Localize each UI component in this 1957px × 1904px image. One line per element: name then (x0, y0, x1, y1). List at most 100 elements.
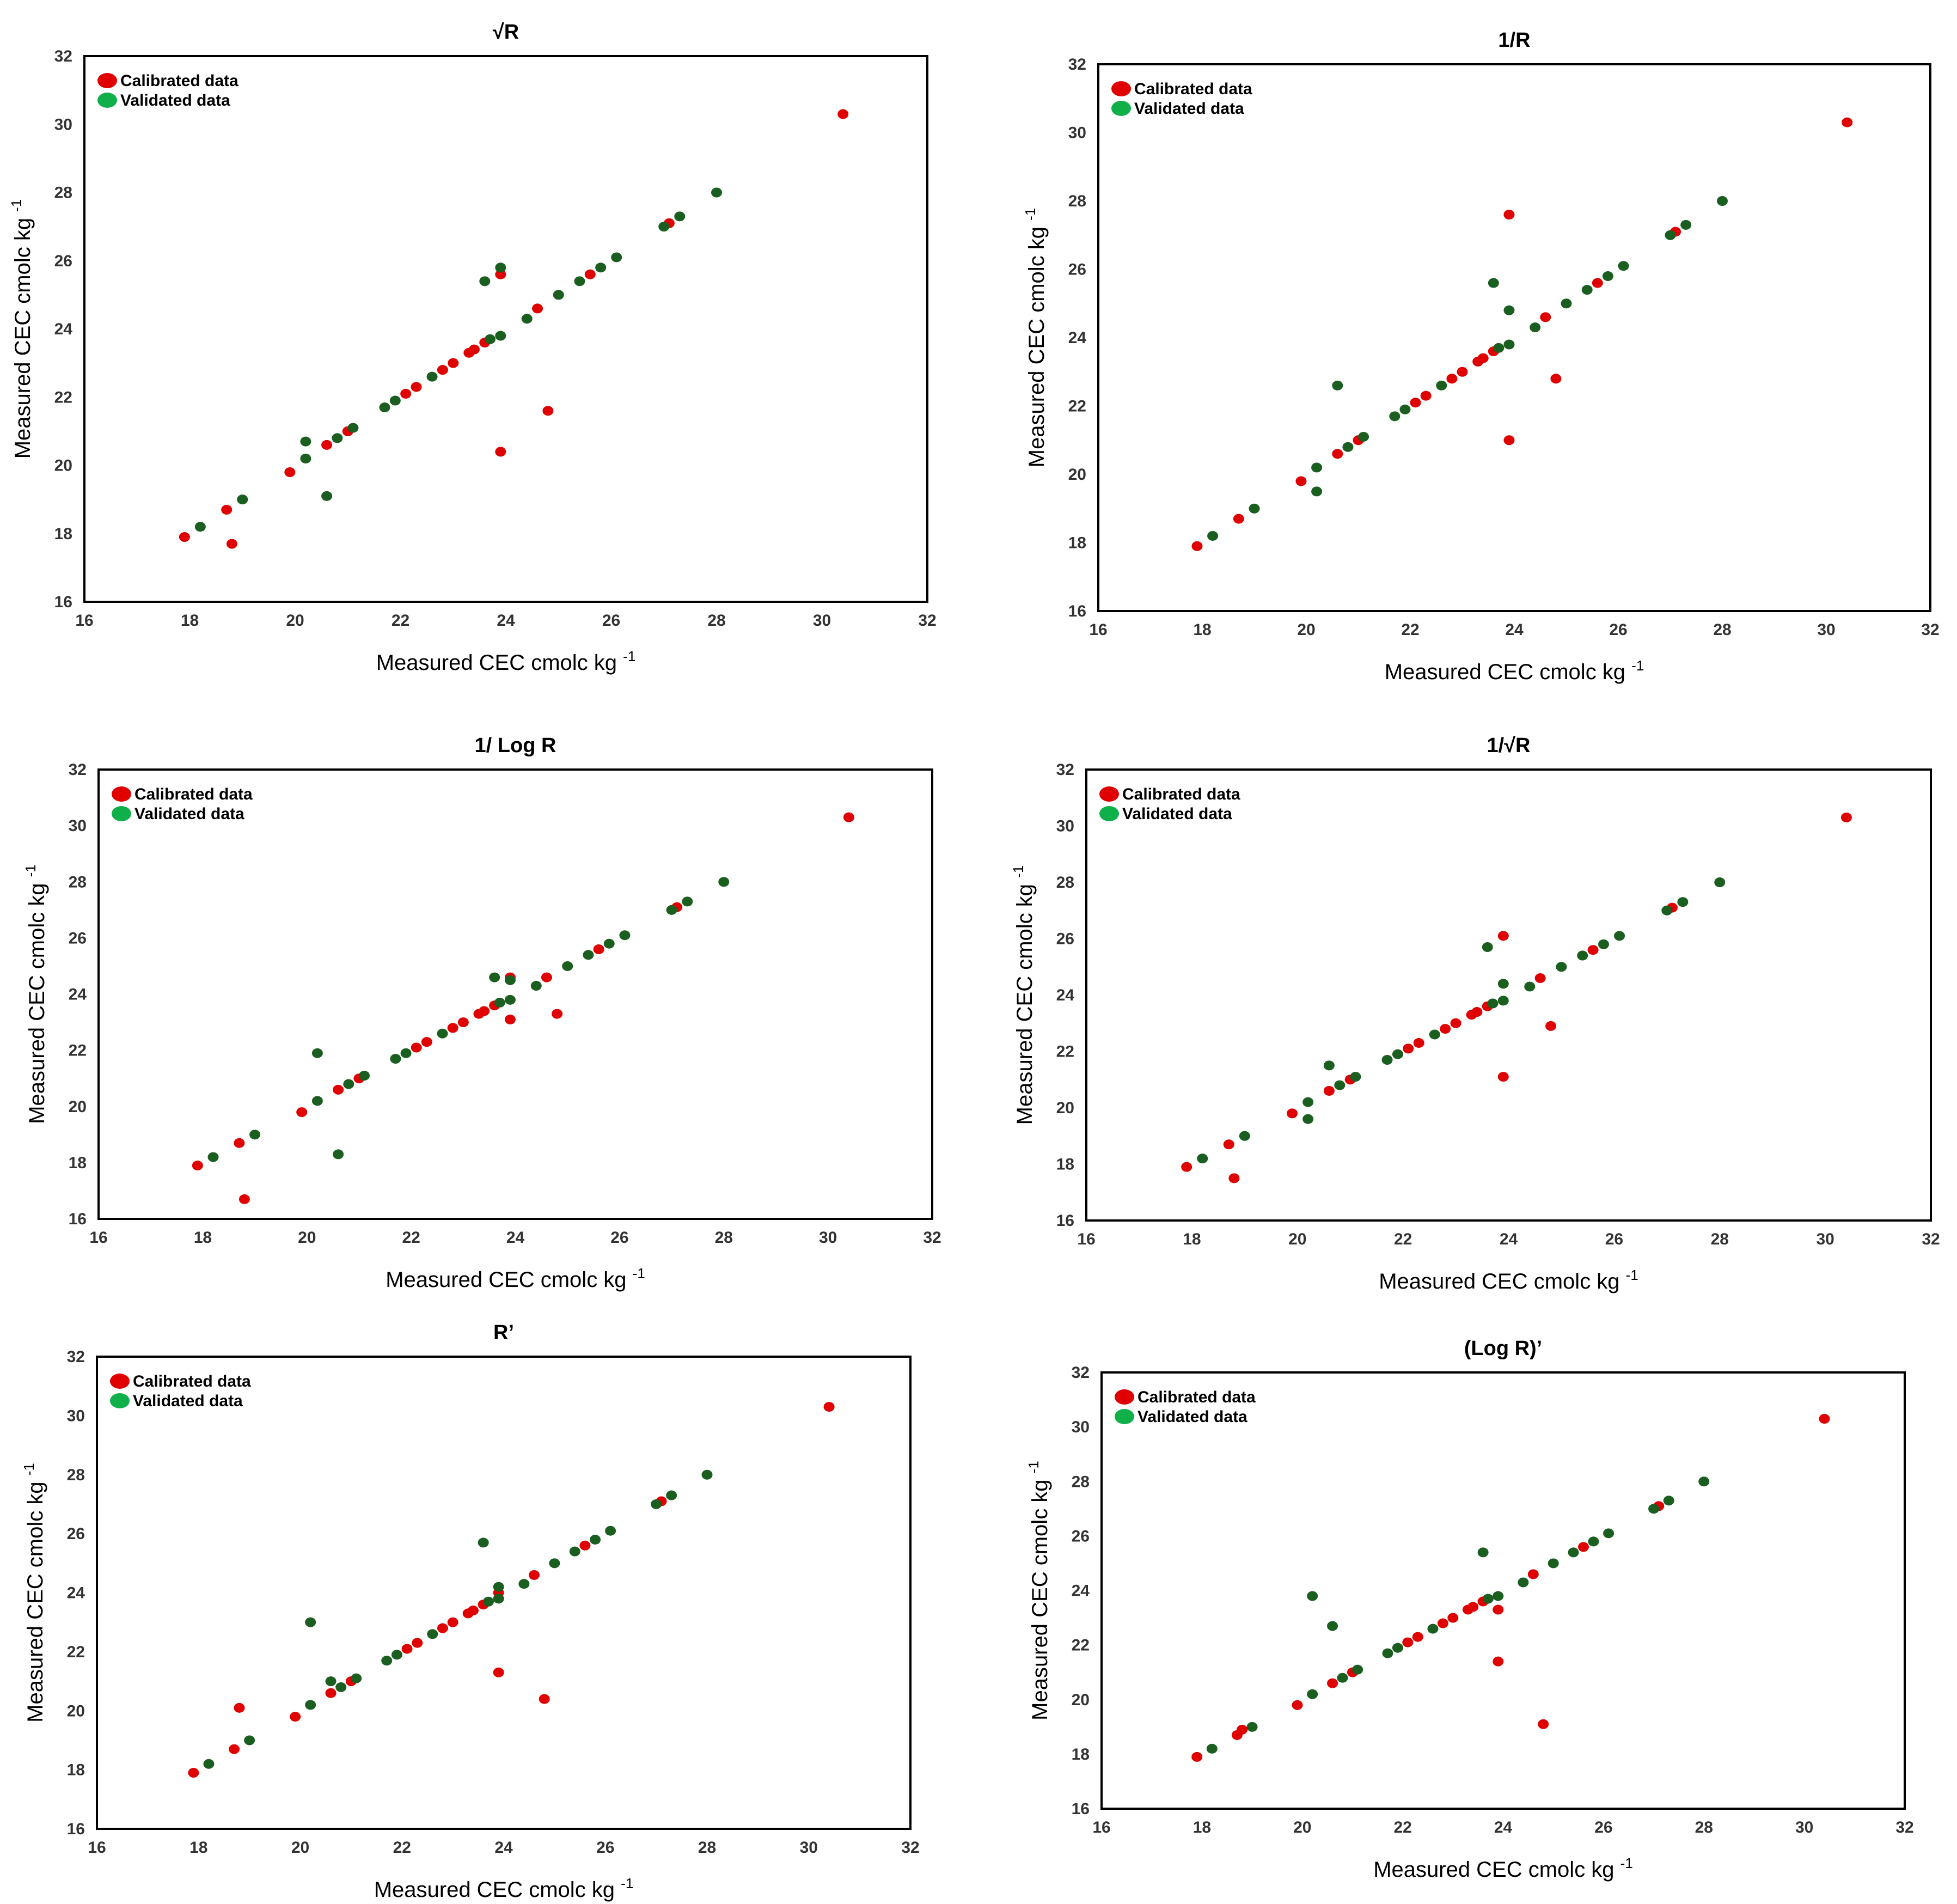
legend-marker-calibrated (1115, 1389, 1134, 1405)
x-axis-label: Measured CEC cmolc kg -1 (1385, 657, 1644, 684)
plot-frame (1085, 768, 1932, 1222)
calibrated-point (401, 1644, 413, 1654)
validated-point (1334, 1080, 1346, 1090)
calibrated-point (1191, 1752, 1203, 1762)
calibrated-point (1323, 1085, 1335, 1096)
legend-marker-validated (1099, 806, 1119, 821)
calibrated-point (411, 1042, 422, 1053)
calibrated-point (539, 1694, 550, 1704)
validated-point (1503, 305, 1515, 315)
validated-point (1427, 1624, 1439, 1634)
x-tick-label: 18 (189, 1839, 207, 1857)
calibrated-point (229, 1744, 240, 1754)
calibrated-point (1503, 210, 1515, 220)
validated-point (682, 896, 693, 907)
legend-label-calibrated: Calibrated data (134, 785, 253, 803)
calibrated-point (1412, 1632, 1423, 1642)
scatter-panel-4: 1/√R 16 18 20 22 24 26 28 30 32 16 18 20 22 24 26 28 30 32… (1010, 734, 1940, 1293)
legend-label-validated: Validated data (133, 1392, 243, 1410)
validated-point (666, 905, 677, 915)
validated-point (711, 187, 722, 198)
validated-point (1503, 339, 1515, 350)
y-tick-label: 30 (1056, 817, 1074, 835)
y-axis-label-superscript: -1 (8, 199, 25, 212)
x-axis-label-text: Measured CEC cmolc kg (1385, 660, 1631, 684)
y-axis-label: Measured CEC cmolc kg -1 (21, 1463, 47, 1723)
y-tick-label: 26 (1072, 1527, 1090, 1545)
validated-point (1311, 486, 1323, 497)
x-tick-label: 30 (813, 612, 831, 630)
y-tick-label: 22 (1068, 398, 1086, 416)
y-tick-label: 32 (54, 47, 72, 65)
x-tick-label: 22 (393, 1839, 411, 1857)
validated-point (495, 263, 506, 273)
y-tick-label: 26 (69, 929, 87, 947)
x-tick-label: 18 (1193, 621, 1211, 639)
legend-label-validated: Validated data (1122, 805, 1232, 823)
x-tick-label: 20 (286, 612, 304, 630)
y-tick-label: 24 (67, 1584, 85, 1602)
validated-point (493, 1582, 504, 1592)
validated-point (1477, 1547, 1489, 1558)
y-tick-label: 28 (1072, 1473, 1090, 1491)
x-tick-label: 26 (1605, 1230, 1623, 1248)
validated-point (343, 1079, 354, 1089)
calibrated-point (493, 1667, 504, 1677)
calibrated-point (1527, 1569, 1539, 1579)
validated-point (1618, 261, 1629, 271)
validated-point (590, 1534, 601, 1545)
legend-marker-calibrated (112, 786, 131, 802)
calibrated-point (1181, 1162, 1192, 1172)
calibrated-point (1497, 931, 1509, 941)
y-tick-label: 22 (69, 1042, 87, 1060)
validated-point (244, 1735, 255, 1746)
legend-label-calibrated: Calibrated data (120, 72, 238, 90)
x-tick-label: 26 (602, 612, 620, 630)
validated-point (426, 371, 438, 382)
validated-point (1323, 1060, 1335, 1071)
validated-point (1350, 1072, 1361, 1082)
validated-point (1568, 1547, 1579, 1558)
calibrated-point (1223, 1139, 1234, 1150)
calibrated-point (1540, 312, 1551, 322)
x-tick-label: 26 (1594, 1818, 1612, 1836)
y-axis-label-superscript: -1 (1025, 1461, 1042, 1473)
legend-label-validated: Validated data (120, 91, 230, 109)
y-axis-label-text: Measured CEC cmolc kg (1028, 1473, 1052, 1720)
legend-marker-calibrated (1111, 81, 1131, 96)
x-tick-label: 28 (1695, 1818, 1713, 1836)
chart-title: (Log R)’ (1464, 1337, 1543, 1360)
validated-point (658, 222, 670, 232)
calibrated-point (321, 440, 333, 450)
calibrated-point (234, 1702, 245, 1713)
chart-title: √R (493, 21, 519, 44)
calibrated-point (542, 406, 554, 416)
legend-marker-validated (112, 806, 131, 821)
validated-point (300, 436, 311, 447)
calibrated-point (843, 812, 854, 822)
y-tick-label: 16 (1068, 602, 1086, 620)
validated-point (311, 1096, 323, 1106)
calibrated-point (1440, 1024, 1451, 1034)
calibrated-point (529, 1570, 540, 1580)
y-axis-label: Measured CEC cmolc kg -1 (1022, 208, 1049, 468)
calibrated-point (226, 539, 237, 549)
calibrated-point (1545, 1021, 1557, 1031)
calibrated-point (457, 1017, 469, 1028)
y-tick-label: 18 (1072, 1746, 1090, 1763)
validated-point (484, 334, 496, 344)
calibrated-point (1457, 367, 1468, 377)
validated-point (603, 938, 615, 949)
validated-point (203, 1759, 215, 1769)
x-tick-label: 16 (88, 1839, 106, 1857)
calibrated-point (179, 532, 190, 542)
validated-point (335, 1682, 347, 1692)
validated-point (194, 522, 206, 532)
x-axis-label: Measured CEC cmolc kg -1 (1373, 1855, 1633, 1882)
validated-point (207, 1152, 219, 1162)
x-tick-label: 20 (291, 1839, 309, 1857)
calibrated-point (221, 504, 233, 515)
validated-point (674, 211, 686, 222)
y-tick-label: 24 (1068, 329, 1087, 347)
validated-point (666, 1490, 677, 1500)
